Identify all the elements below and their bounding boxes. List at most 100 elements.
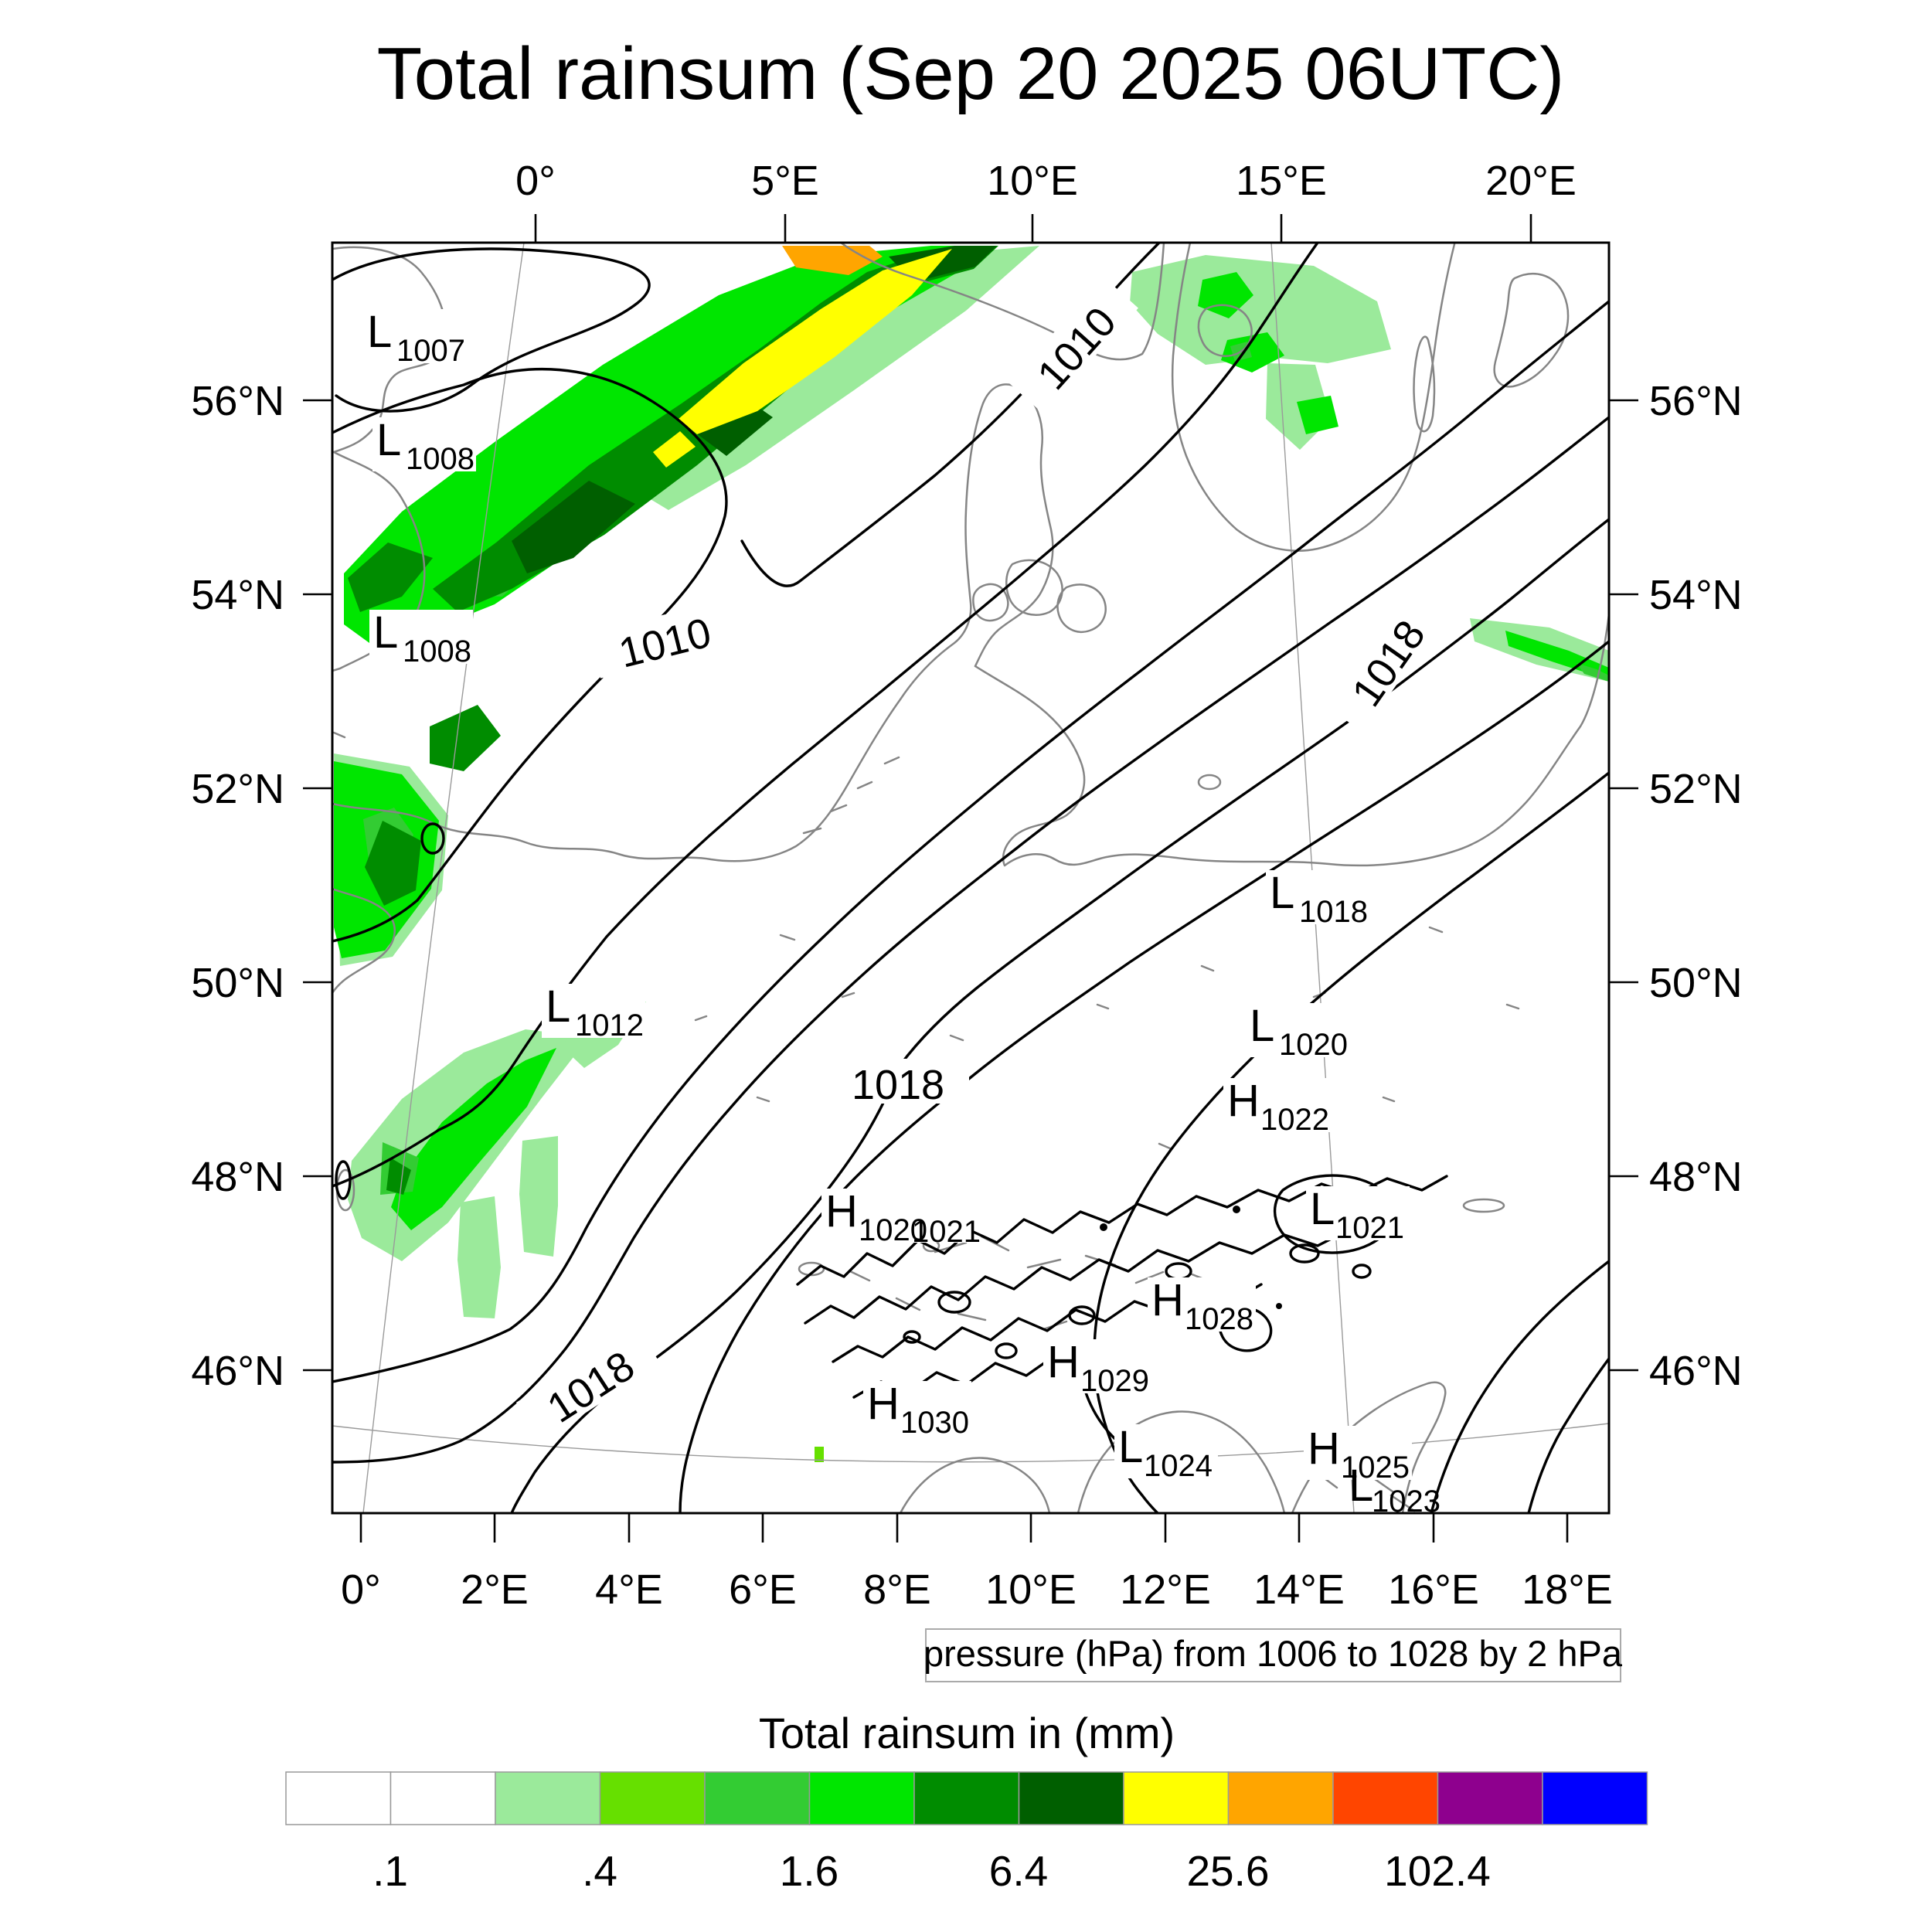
svg-text:L: L — [376, 415, 401, 465]
isobar-small-loop-biscay — [335, 1160, 352, 1200]
center-L1018: L 1018 — [1266, 868, 1369, 929]
svg-text:L: L — [546, 981, 570, 1032]
coast-germany-baltic-poland — [974, 613, 1609, 867]
contour-label-1010-left: 1010 — [589, 598, 739, 679]
rain-layer-bright — [334, 246, 1609, 1230]
isobars — [332, 243, 1609, 1513]
svg-text:H: H — [867, 1379, 900, 1429]
center-H1025: H 1025 — [1304, 1423, 1412, 1485]
center-H1022: H 1022 — [1223, 1076, 1332, 1137]
colorbar-tick: .1 — [372, 1847, 408, 1895]
left-axis-label: 46°N — [191, 1348, 284, 1394]
contour-label-1018-bottomleft: 1018 — [515, 1325, 661, 1442]
page-title: Total rainsum (Sep 20 2025 06UTC) — [377, 32, 1565, 115]
colorbar-title: Total rainsum in (mm) — [759, 1709, 1175, 1757]
colorbar-cell — [1018, 1771, 1124, 1825]
svg-text:L: L — [1349, 1461, 1373, 1511]
island-zealand — [1005, 559, 1063, 616]
svg-text:1018: 1018 — [1299, 895, 1368, 929]
svg-text:L: L — [373, 607, 398, 658]
svg-text:H: H — [825, 1186, 858, 1236]
center-L1021: L 1021 — [1306, 1184, 1410, 1245]
rain-med-5 — [1577, 663, 1609, 682]
svg-text:1030: 1030 — [900, 1406, 969, 1440]
map-frame — [331, 241, 1611, 1515]
isobar-1010-tongue — [332, 367, 728, 943]
bottom-axis-label: 8°E — [863, 1566, 931, 1613]
bottom-axis-label: 18°E — [1522, 1566, 1613, 1613]
center-L1012: L 1012 — [542, 981, 645, 1043]
right-axis-label: 56°N — [1649, 378, 1743, 424]
svg-text:1008: 1008 — [403, 634, 471, 668]
svg-text:L: L — [367, 307, 392, 357]
rain-patch-france-prong1 — [457, 1196, 501, 1318]
island-funen — [972, 583, 1009, 622]
rain-darkest-1 — [512, 481, 635, 573]
colorbar-tick: 6.4 — [989, 1847, 1048, 1895]
pressure-legend-text: pressure (hPa) from 1006 to 1028 by 2 hP… — [923, 1633, 1623, 1674]
svg-text:H: H — [1308, 1423, 1340, 1474]
bottom-axis-label: 14°E — [1253, 1566, 1345, 1613]
isobar-1020 — [679, 640, 1609, 1513]
right-axis-label: 48°N — [1649, 1154, 1743, 1200]
svg-text:1029: 1029 — [1080, 1364, 1149, 1398]
isobar-balkan-2 — [1527, 1357, 1609, 1513]
parallel-45n — [332, 1423, 1609, 1463]
left-axis-label: 48°N — [191, 1154, 284, 1200]
svg-text:L: L — [1250, 1001, 1274, 1051]
rain-layer-pale — [334, 246, 1609, 1318]
isobar-1022 — [1093, 771, 1609, 1513]
colorbar-cell — [1123, 1771, 1230, 1825]
center-L1008-north: L 1008 — [372, 415, 476, 476]
bottom-axis-label: 2°E — [461, 1566, 529, 1613]
island-zealand-2 — [1056, 583, 1107, 633]
svg-text:L: L — [1270, 868, 1294, 918]
rain-dark-france — [386, 1158, 411, 1195]
bottom-axis-label: 0° — [341, 1566, 381, 1613]
center-H1020: H 1020 — [821, 1186, 927, 1247]
rain-dark-nw — [365, 821, 421, 906]
svg-text:1007: 1007 — [396, 334, 465, 368]
isobar-small-loop-nw — [420, 822, 445, 855]
svg-text:1028: 1028 — [1185, 1302, 1253, 1336]
center-H1029: H 1029 — [1043, 1337, 1151, 1398]
coast-france-north-to-denmark — [332, 383, 1054, 862]
colorbar-tick: 25.6 — [1186, 1847, 1269, 1895]
top-axis-label: 10°E — [987, 158, 1078, 204]
colorbar-cell — [704, 1771, 811, 1825]
isobar-1014 — [332, 300, 1609, 1383]
pressure-legend: pressure (hPa) from 1006 to 1028 by 2 hP… — [923, 1628, 1623, 1682]
island-oland — [1413, 335, 1436, 433]
center-L1020: L 1020 — [1246, 1001, 1349, 1062]
bottom-axis-label: 16°E — [1388, 1566, 1479, 1613]
right-axis-label: 50°N — [1649, 960, 1743, 1006]
bottom-axis-label: 6°E — [729, 1566, 797, 1613]
svg-text:H: H — [1151, 1275, 1184, 1325]
coast-norway — [839, 243, 1165, 361]
colorbar-tick: .4 — [582, 1847, 617, 1895]
coast-brittany — [332, 887, 396, 995]
svg-text:1025: 1025 — [1341, 1451, 1410, 1485]
colorbar-cell — [285, 1771, 392, 1825]
lake-vanern — [1197, 304, 1253, 357]
colorbar-cell — [389, 1771, 496, 1825]
map-content: 1010 1010 1018 1018 1018 L — [332, 243, 1609, 1513]
pressure-legend-box — [925, 1628, 1621, 1682]
svg-text:1018: 1018 — [852, 1062, 944, 1108]
colorbar-cell — [913, 1771, 1020, 1825]
bottom-axis-label: 4°E — [595, 1566, 663, 1613]
island-gotland — [1493, 272, 1570, 388]
bottom-axis-label: 12°E — [1120, 1566, 1211, 1613]
pressure-center-labels: L 1007 L 1008 L 1008 L 1012 L 1018 — [363, 307, 1440, 1513]
colorbar-tick: 102.4 — [1384, 1847, 1491, 1895]
isobar-balkan-1 — [1430, 1260, 1609, 1513]
island-bornholm — [1197, 774, 1222, 791]
axis-labels-top: 0° 5°E 10°E 15°E 20°E — [515, 158, 1577, 204]
center-L1023: L 1023 — [1349, 1461, 1440, 1513]
coast-adriatic-north — [1077, 1410, 1286, 1513]
svg-text:H: H — [1047, 1337, 1080, 1387]
rain-shading — [334, 246, 1609, 1462]
rain-layer-yellow — [653, 249, 952, 468]
colorbar-cell — [808, 1771, 915, 1825]
